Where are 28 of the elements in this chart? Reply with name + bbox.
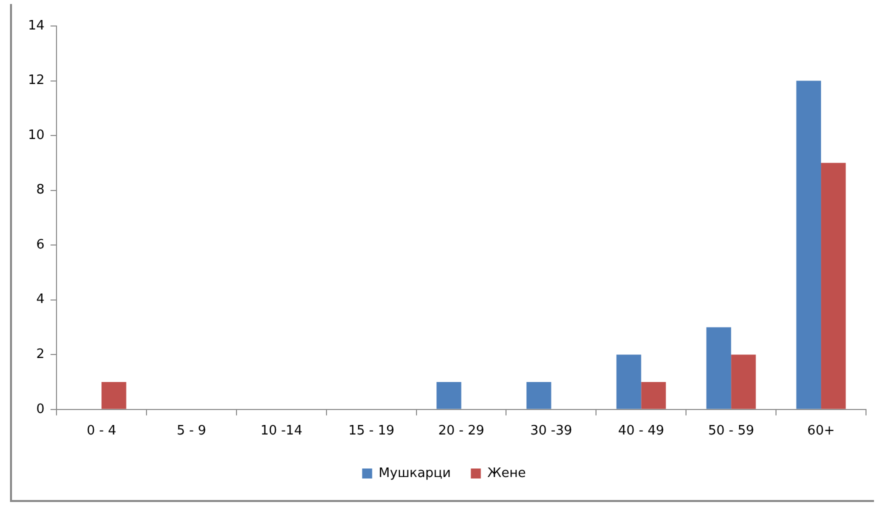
bar: [102, 382, 126, 409]
y-tick-label: 4: [36, 292, 45, 308]
bar: [641, 382, 666, 409]
x-tick-label: 50 - 59: [708, 424, 754, 439]
y-tick-label: 2: [36, 347, 45, 362]
y-tick-label: 0: [36, 402, 45, 417]
legend-label: Жене: [487, 466, 526, 481]
bar: [796, 80, 822, 409]
y-tick-label: 8: [36, 182, 45, 198]
x-tick-label: 20 - 29: [438, 424, 484, 439]
x-tick-label: 0 - 4: [86, 424, 116, 439]
y-tick-label: 10: [28, 128, 45, 143]
bar: [706, 327, 732, 409]
x-tick-label: 10 -14: [260, 424, 302, 439]
y-tick-label: 12: [28, 73, 45, 88]
x-tick-label: 15 - 19: [348, 424, 394, 439]
bar: [526, 382, 552, 409]
y-tick-label: 14: [28, 18, 45, 34]
bar: [821, 162, 846, 409]
x-tick-label: 5 - 9: [176, 424, 206, 439]
legend-label: Мушкарци: [378, 466, 451, 481]
y-tick-label: 6: [36, 237, 45, 252]
bar: [436, 382, 462, 409]
bar: [731, 354, 756, 409]
x-tick-label: 40 - 49: [618, 424, 664, 439]
x-tick-label: 60+: [807, 424, 835, 439]
bar: [616, 354, 642, 409]
x-tick-label: 30 -39: [530, 424, 572, 439]
